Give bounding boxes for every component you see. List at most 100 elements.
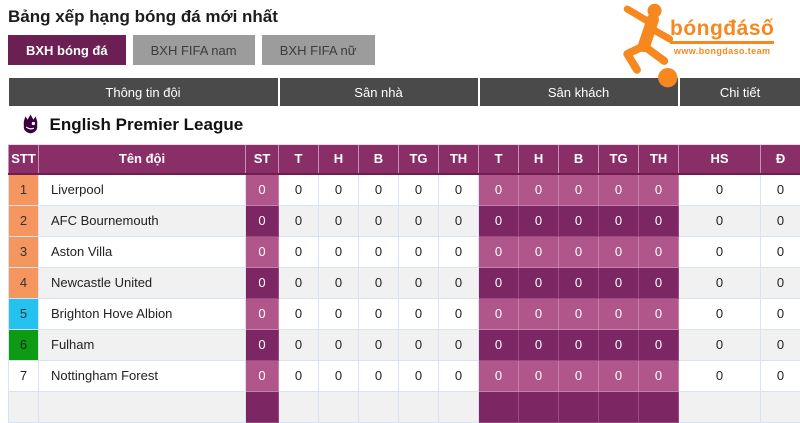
column-header-tên-đội-1: Tên đội [39,144,246,174]
stat-cell: 0 [439,329,479,360]
stat-cell: 0 [399,298,439,329]
stat-cell: 0 [519,298,559,329]
stat-cell: 0 [599,329,639,360]
stat-cell: 0 [679,236,761,267]
stat-cell: 0 [761,360,800,391]
stat-cell: 0 [559,298,599,329]
stat-cell: 0 [559,205,599,236]
stat-cell [246,391,279,422]
stat-cell: 0 [279,174,319,205]
league-name: English Premier League [50,115,244,135]
stat-cell: 0 [479,267,519,298]
stat-cell: 0 [319,267,359,298]
stat-cell [439,391,479,422]
stat-cell: 0 [246,298,279,329]
league-header[interactable]: English Premier League [19,112,800,138]
stat-cell: 0 [519,236,559,267]
stat-cell: 0 [679,267,761,298]
stat-cell [279,391,319,422]
stat-cell: 0 [246,174,279,205]
stat-cell: 0 [639,360,679,391]
rank-cell: 6 [9,329,39,360]
stat-cell [359,391,399,422]
tab-bxh-bong-da[interactable]: BXH bóng đá [8,35,126,65]
stat-cell: 0 [439,267,479,298]
stat-cell [761,391,800,422]
stat-cell: 0 [599,267,639,298]
team-name: Aston Villa [39,236,246,267]
stat-cell: 0 [599,298,639,329]
stat-cell [399,391,439,422]
logo-url: www.bongdaso.team [670,46,774,56]
league-header-row: English Premier League [9,106,800,144]
stat-cell: 0 [559,360,599,391]
logo-text: bóngđásố www.bongdaso.team [670,18,774,56]
stat-cell: 0 [761,236,800,267]
stat-cell: 0 [679,205,761,236]
stat-cell: 0 [479,205,519,236]
stat-cell: 0 [246,329,279,360]
stat-cell: 0 [279,298,319,329]
stat-cell: 0 [639,267,679,298]
stat-cell [679,391,761,422]
stat-cell: 0 [319,329,359,360]
stat-cell: 0 [279,329,319,360]
stat-cell: 0 [246,267,279,298]
stat-cell: 0 [599,174,639,205]
column-header-đ-14: Đ [761,144,800,174]
stat-cell: 0 [761,329,800,360]
team-name: Newcastle United [39,267,246,298]
stat-cell: 0 [246,205,279,236]
stat-cell: 0 [399,360,439,391]
stat-cell: 0 [439,360,479,391]
stat-cell: 0 [399,267,439,298]
stat-cell: 0 [479,236,519,267]
group-home: Sân nhà [279,78,479,106]
stat-cell: 0 [439,205,479,236]
column-header-st-2: ST [246,144,279,174]
tab-bxh-fifa-nam[interactable]: BXH FIFA nam [133,35,255,65]
stat-cell: 0 [519,205,559,236]
stat-cell: 0 [639,174,679,205]
stat-cell: 0 [479,174,519,205]
column-header-h-4: H [319,144,359,174]
stat-cell: 0 [359,298,399,329]
standings-table: Thông tin đội Sân nhà Sân khách Chi tiết… [8,78,800,423]
stat-cell: 0 [359,267,399,298]
logo-wordmark: bóngđásố [670,18,774,44]
stat-cell: 0 [761,205,800,236]
stat-cell: 0 [319,236,359,267]
stat-cell: 0 [519,360,559,391]
team-name: AFC Bournemouth [39,205,246,236]
stat-cell: 0 [479,329,519,360]
team-name [39,391,246,422]
stat-cell: 0 [279,205,319,236]
stat-cell: 0 [519,174,559,205]
rank-cell: 3 [9,236,39,267]
stat-cell: 0 [519,329,559,360]
stat-cell: 0 [679,360,761,391]
stat-cell: 0 [319,298,359,329]
stat-cell: 0 [246,360,279,391]
team-name: Nottingham Forest [39,360,246,391]
stat-cell [559,391,599,422]
stat-cell: 0 [439,236,479,267]
site-logo[interactable]: bóngđásố www.bongdaso.team [604,0,794,82]
stat-cell: 0 [599,236,639,267]
stat-cell: 0 [319,205,359,236]
stat-cell [639,391,679,422]
stat-cell: 0 [761,298,800,329]
stat-cell: 0 [359,236,399,267]
column-header-tg-11: TG [599,144,639,174]
stat-cell: 0 [559,236,599,267]
tab-bxh-fifa-nu[interactable]: BXH FIFA nữ [262,35,375,65]
column-header-b-5: B [359,144,399,174]
team-name: Brighton Hove Albion [39,298,246,329]
group-team-info: Thông tin đội [9,78,279,106]
